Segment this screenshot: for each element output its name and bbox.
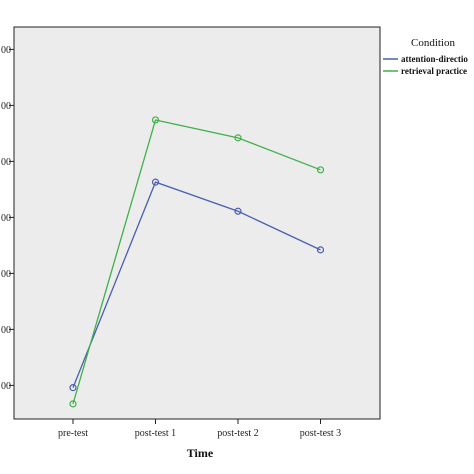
y-tick-label: 00 [1,101,11,112]
legend-label: retrieval practice [401,66,467,76]
data-point [234,207,242,215]
x-tick-label: post-test 3 [300,428,341,439]
y-tick-label: 00 [1,325,11,336]
y-tick-label: 00 [1,213,11,224]
plot-area [13,26,381,420]
y-tick-label: 00 [1,381,11,392]
data-point [69,400,77,408]
x-axis-title: Time [187,446,214,460]
x-tick-label: post-test 2 [217,428,258,439]
data-point [316,246,325,254]
x-axis: pre-test post-test 1 post-test 2 post-test … [58,419,341,439]
data-point [151,116,160,124]
legend-label: attention-directio [401,54,468,64]
y-tick-label: 00 [1,45,11,56]
y-tick-label: 00 [1,157,11,168]
x-tick-label: pre-test [58,428,88,439]
y-tick-label: 00 [1,269,11,280]
data-point [234,134,242,142]
legend: Condition attention-directio retrieval pr… [383,37,468,76]
data-point [316,166,325,174]
x-tick-label: post-test 1 [135,428,176,439]
y-axis: 00 00 00 00 00 00 00 [1,45,14,392]
series-line [72,119,321,405]
legend-title: Condition [411,37,456,49]
series-line [72,181,321,388]
data-point [69,384,77,392]
series-layer [69,116,325,408]
data-point [151,178,160,186]
